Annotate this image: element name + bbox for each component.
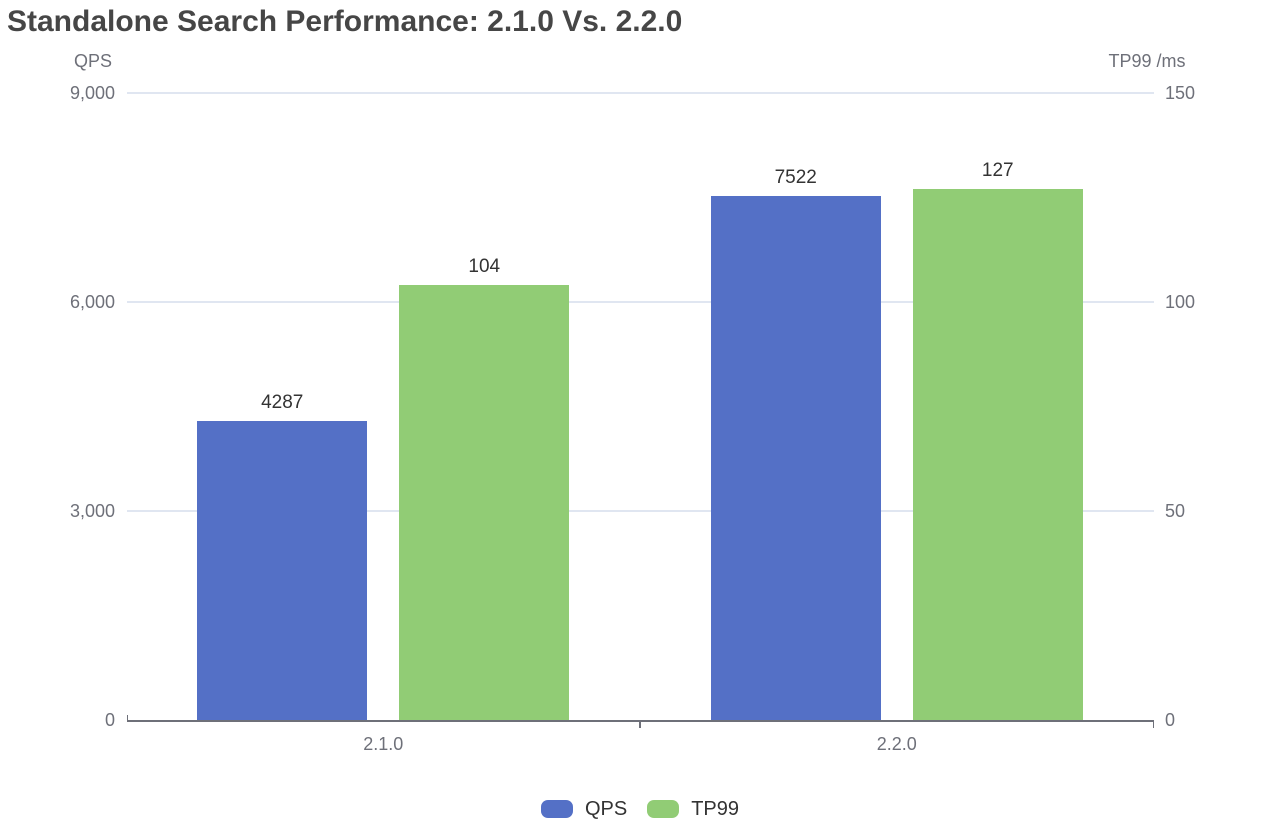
grid-line <box>126 92 1154 94</box>
x-axis-line <box>126 720 1154 722</box>
y-axis-label-right: 150 <box>1165 83 1196 103</box>
bar-value-label: 127 <box>981 160 1014 182</box>
y-axis-label-left: 0 <box>104 710 115 730</box>
bar-qps-2.2.0[interactable] <box>710 195 881 720</box>
y-axis-label-left: 9,000 <box>69 83 115 103</box>
y-axis-label-right: 0 <box>1165 710 1176 730</box>
x-axis-category-label: 2.2.0 <box>876 734 917 754</box>
bar-value-label: 7522 <box>774 166 817 188</box>
right-axis-name: TP99 /ms <box>1108 51 1186 71</box>
legend-swatch-icon <box>540 800 573 818</box>
legend-label: QPS <box>584 798 628 820</box>
y-axis-label-left: 3,000 <box>69 501 115 521</box>
bar-tp99-2.1.0[interactable] <box>399 285 570 720</box>
y-axis-label-left: 6,000 <box>69 292 115 312</box>
chart-title: Standalone Search Performance: 2.1.0 Vs.… <box>7 5 683 38</box>
grid-line <box>126 301 1154 303</box>
legend: QPS TP99 <box>0 796 1280 822</box>
legend-item-qps[interactable]: QPS <box>540 796 628 822</box>
y-axis-label-right: 100 <box>1165 292 1196 312</box>
x-axis-start-tick <box>126 715 128 720</box>
x-axis-category-label: 2.1.0 <box>363 734 404 754</box>
bar-value-label: 4287 <box>261 392 304 414</box>
legend-swatch-icon <box>647 800 680 818</box>
x-axis-tick <box>1152 721 1155 728</box>
grid-line <box>126 510 1154 512</box>
legend-label: TP99 <box>691 798 740 820</box>
legend-item-tp99[interactable]: TP99 <box>647 796 739 822</box>
left-axis-name: QPS <box>73 51 113 71</box>
x-axis-tick <box>639 721 641 728</box>
y-axis-label-right: 50 <box>1165 501 1186 521</box>
bar-qps-2.1.0[interactable] <box>197 421 368 720</box>
bar-tp99-2.2.0[interactable] <box>912 189 1083 720</box>
bar-value-label: 104 <box>468 256 501 278</box>
